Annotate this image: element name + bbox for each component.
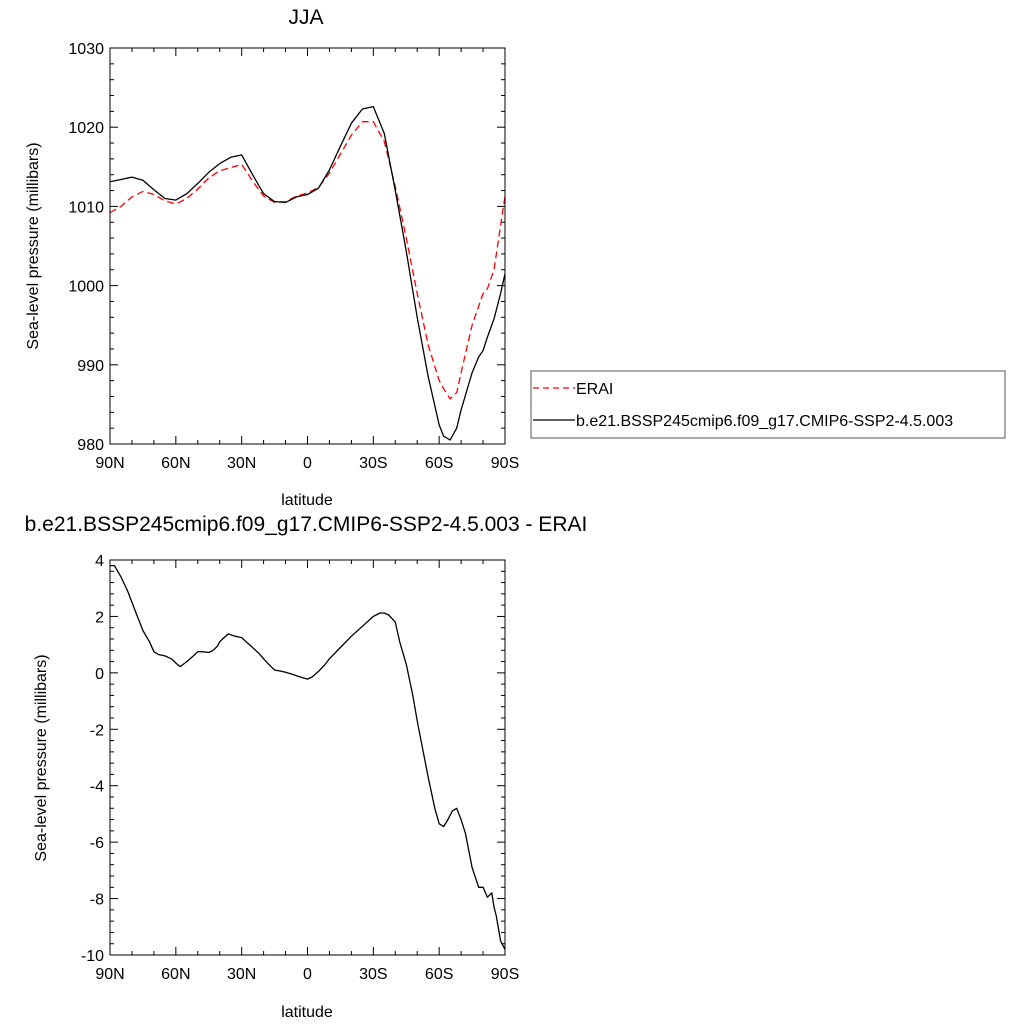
top-x-axis-label: latitude <box>281 492 333 509</box>
bottom-y-tick-label: -2 <box>90 722 104 739</box>
bottom-x-tick-label: 90N <box>95 966 124 983</box>
bottom-y-tick-label: -6 <box>90 835 104 852</box>
top-y-tick-label: 980 <box>77 437 104 454</box>
bottom-series-lines <box>110 564 506 950</box>
bottom-panel: b.e21.BSSP245cmip6.f09_g17.CMIP6-SSP2-4.… <box>25 513 588 1021</box>
top-series-line-model <box>109 105 506 441</box>
top-series-lines <box>109 105 506 441</box>
legend-label-erai: ERAI <box>576 381 613 398</box>
bottom-series-line-model <box>110 564 506 950</box>
top-y-axis-ticks: 980 990 1000 1010 1020 1030 <box>68 41 505 454</box>
bottom-x-tick-label: 30S <box>359 966 387 983</box>
top-chart-title: JJA <box>288 6 323 29</box>
top-x-tick-label: 90N <box>95 455 124 472</box>
bottom-x-tick-label: 60N <box>161 966 190 983</box>
top-series-line-erai <box>109 121 506 400</box>
bottom-y-tick-label: -8 <box>90 892 104 909</box>
bottom-plot-frame <box>109 559 506 956</box>
top-y-tick-label: 990 <box>77 358 104 375</box>
bottom-y-tick-label: 4 <box>95 553 104 570</box>
bottom-x-axis-ticks: 90N 60N 30N 0 30S 60S 90S <box>95 560 519 983</box>
bottom-y-tick-label: 0 <box>95 666 104 683</box>
top-y-tick-label: 1010 <box>68 199 104 216</box>
top-x-tick-label: 90S <box>491 455 519 472</box>
top-legend: ERAI b.e21.BSSP245cmip6.f09_g17.CMIP6-SS… <box>530 370 1006 439</box>
top-x-tick-label: 60S <box>425 455 453 472</box>
top-panel: JJA 980 990 1000 1010 1020 1030 90N 60N 30N 0 30S… <box>25 6 1006 509</box>
bottom-x-tick-label: 30N <box>227 966 256 983</box>
top-plot-frame <box>109 47 506 445</box>
bottom-y-tick-label: 2 <box>95 609 104 626</box>
bottom-y-tick-label: -4 <box>90 779 104 796</box>
bottom-chart-title: b.e21.BSSP245cmip6.f09_g17.CMIP6-SSP2-4.… <box>25 513 588 536</box>
top-x-axis-ticks: 90N 60N 30N 0 30S 60S 90S <box>95 48 519 472</box>
bottom-y-tick-label: -10 <box>81 948 104 965</box>
top-y-tick-label: 1000 <box>68 279 104 296</box>
top-y-axis-label: Sea-level pressure (millibars) <box>25 142 42 349</box>
top-x-tick-label: 0 <box>303 455 312 472</box>
bottom-x-axis-label: latitude <box>281 1004 333 1021</box>
legend-box <box>530 370 1006 439</box>
top-y-tick-label: 1020 <box>68 120 104 137</box>
bottom-y-axis-ticks: -10 -8 -6 -4 -2 0 2 4 <box>81 553 505 965</box>
bottom-x-tick-label: 0 <box>303 966 312 983</box>
bottom-x-tick-label: 90S <box>491 966 519 983</box>
legend-label-model: b.e21.BSSP245cmip6.f09_g17.CMIP6-SSP2-4.… <box>576 413 953 430</box>
top-x-tick-label: 30S <box>359 455 387 472</box>
top-y-tick-label: 1030 <box>68 41 104 58</box>
bottom-x-tick-label: 60S <box>425 966 453 983</box>
top-x-tick-label: 60N <box>161 455 190 472</box>
bottom-y-axis-label: Sea-level pressure (millibars) <box>33 654 50 861</box>
top-x-tick-label: 30N <box>227 455 256 472</box>
